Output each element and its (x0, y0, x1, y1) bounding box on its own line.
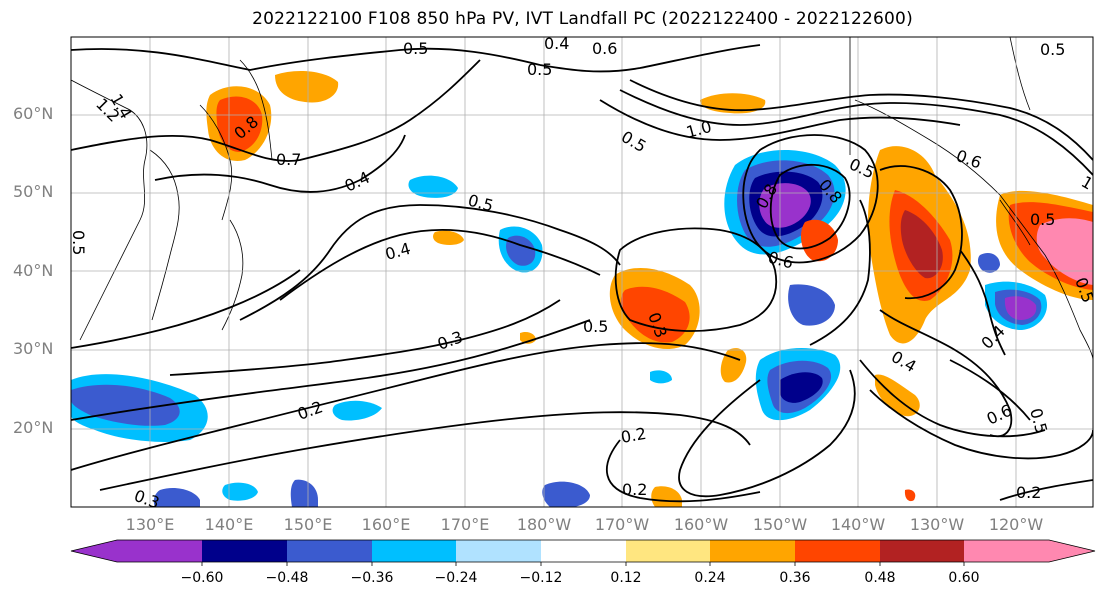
colorbar (70, 539, 1096, 566)
colorbar-seg-12 (1049, 540, 1095, 562)
lat-label: 30°N (13, 339, 54, 358)
colorbar-seg-10 (880, 540, 964, 562)
lon-label: 130°E (125, 515, 175, 534)
map-frame (70, 36, 1094, 508)
colorbar-tick-label: 0.24 (694, 570, 726, 586)
lon-label: 180°W (516, 515, 572, 534)
colorbar-tick-label: −0.36 (350, 570, 394, 586)
colorbar-seg-0 (71, 540, 117, 562)
lon-label: 150°E (283, 515, 333, 534)
contour-label: 0.4 (544, 34, 569, 53)
contour-label: 0.2 (622, 480, 647, 499)
colorbar-seg-6 (541, 540, 626, 562)
colorbar-tick-label: −0.60 (180, 570, 224, 586)
colorbar-seg-9 (795, 540, 880, 562)
colorbar-tick-label: 0.60 (948, 570, 980, 586)
colorbar-seg-5 (456, 540, 541, 562)
lon-label: 160°E (361, 515, 411, 534)
lat-label: 60°N (13, 104, 54, 123)
colorbar-tick-label: −0.12 (519, 570, 563, 586)
map-title: 2022122100 F108 850 hPa PV, IVT Landfall… (252, 9, 913, 29)
lon-label: 140°W (830, 515, 886, 534)
lon-label: 160°W (673, 515, 729, 534)
contour-label: 0.5 (403, 39, 428, 58)
contour-label: 0.5 (69, 230, 88, 255)
colorbar-tick-label: −0.24 (434, 570, 478, 586)
colorbar-tick-label: 0.48 (864, 570, 896, 586)
contour-label: 0.6 (592, 39, 617, 58)
contour-label: 0.5 (527, 60, 552, 79)
colorbar-seg-3 (287, 540, 372, 562)
lon-label: 150°W (752, 515, 808, 534)
shading-layer (71, 70, 1093, 507)
lat-label: 20°N (13, 418, 54, 437)
colorbar-outline (70, 539, 1096, 563)
colorbar-seg-7 (626, 540, 710, 562)
contour-label: 0.5 (1040, 40, 1065, 59)
pv-contours (71, 44, 1093, 503)
colorbar-tick-label: −0.48 (265, 570, 309, 586)
colorbar-tick-label: 0.12 (610, 570, 642, 586)
lon-label: 120°W (988, 515, 1044, 534)
colorbar-tick-label: 0.36 (779, 570, 811, 586)
contour-label: 0.7 (276, 150, 301, 169)
contour-label: 0.2 (1016, 483, 1041, 502)
gridlines (71, 37, 1093, 507)
lon-label: 130°W (909, 515, 965, 534)
colorbar-seg-4 (372, 540, 456, 562)
colorbar-seg-1 (117, 540, 202, 562)
lon-label: 170°E (440, 515, 490, 534)
lat-label: 50°N (13, 182, 54, 201)
colorbar-seg-2 (202, 540, 287, 562)
lon-label: 170°W (594, 515, 650, 534)
contour-label: 0.5 (583, 317, 608, 336)
contour-label: 0.3 (132, 486, 162, 513)
colorbar-seg-8 (710, 540, 795, 562)
lat-label: 40°N (13, 261, 54, 280)
colorbar-seg-11 (964, 540, 1049, 562)
lon-label: 140°E (204, 515, 254, 534)
contour-label: 0.2 (619, 424, 647, 447)
contour-label: 0.5 (1030, 210, 1055, 229)
